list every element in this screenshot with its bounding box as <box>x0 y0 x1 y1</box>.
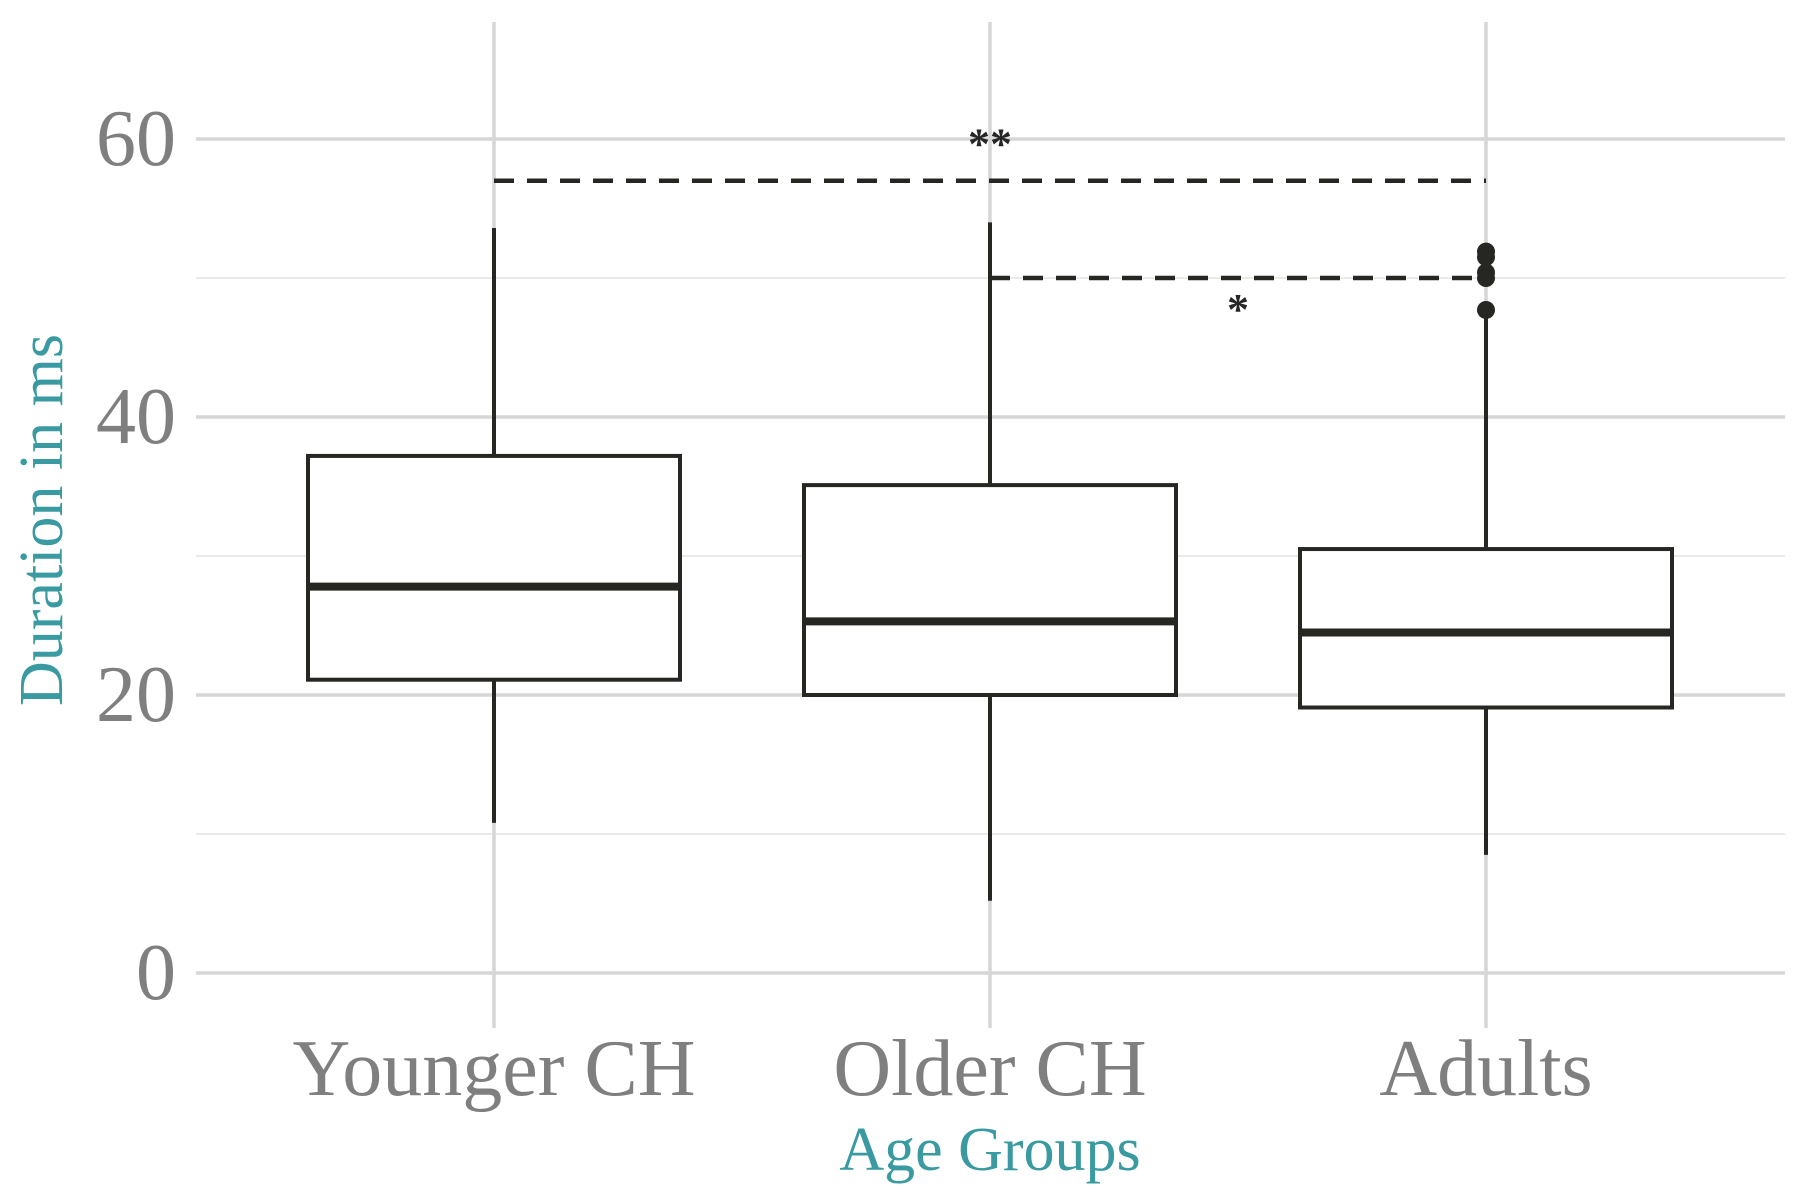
x-axis-title: Age Groups <box>839 1116 1140 1184</box>
box-iqr <box>306 453 682 682</box>
significance-layer: *** <box>494 120 1486 334</box>
significance-label: * <box>1227 285 1249 334</box>
y-axis-title: Duration in ms <box>8 334 76 706</box>
outlier-point <box>1477 263 1495 282</box>
tick-label-layer: 0 20 40 60 Younger CH Older CH Adults <box>96 95 1593 1113</box>
outlier-point <box>1477 242 1495 261</box>
box-iqr <box>1298 547 1674 710</box>
y-tick-label: 0 <box>136 929 176 1017</box>
x-tick-label: Younger CH <box>292 1025 695 1113</box>
outlier-point <box>1477 300 1495 319</box>
x-tick-label: Adults <box>1379 1025 1592 1113</box>
y-tick-label: 60 <box>96 95 176 183</box>
significance-label: ** <box>968 120 1012 169</box>
x-tick-label: Older CH <box>833 1025 1146 1113</box>
y-tick-label: 20 <box>96 651 176 739</box>
box-layer <box>306 222 1674 901</box>
y-tick-label: 40 <box>96 373 176 461</box>
box-iqr <box>802 483 1178 697</box>
